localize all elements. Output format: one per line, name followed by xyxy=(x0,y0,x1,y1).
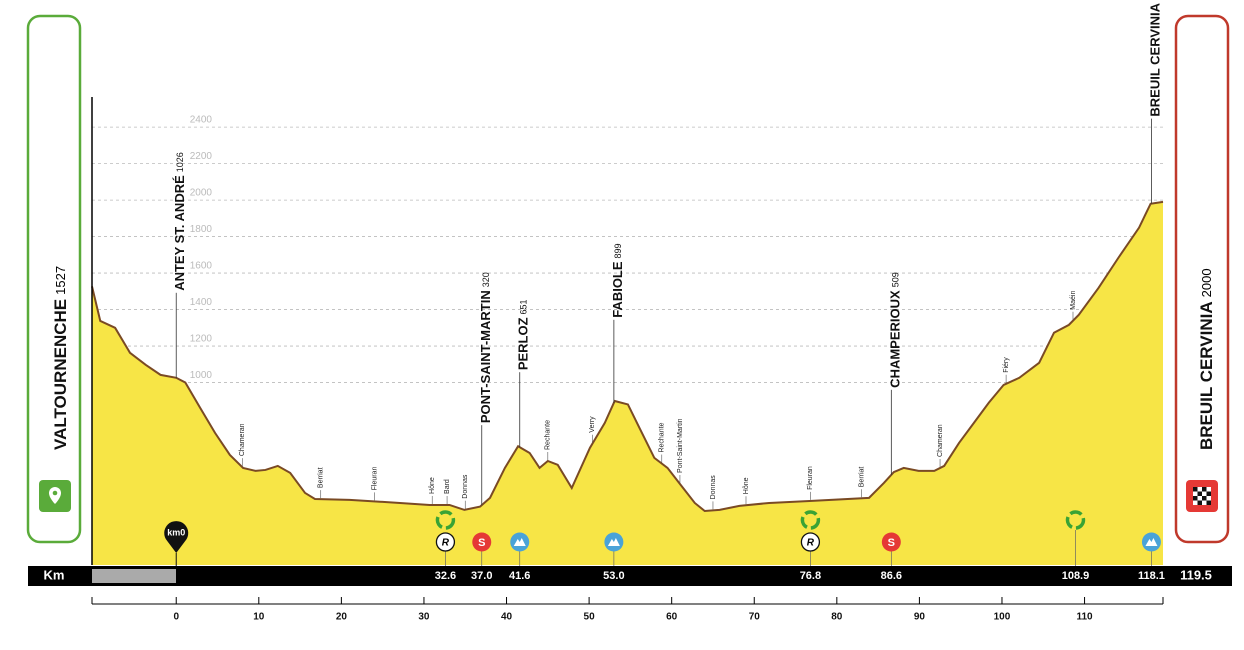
km-label: 32.6 xyxy=(435,570,456,582)
recycle-icon xyxy=(800,510,821,530)
km-label: 37.0 xyxy=(471,570,492,582)
feed-icon xyxy=(800,532,821,552)
major-place: PERLOZ 651 xyxy=(516,299,531,370)
y-tick-label: 1400 xyxy=(190,297,213,308)
total-distance: 119.5 xyxy=(1180,567,1212,582)
major-place: ANTEY ST. ANDRÉ 1026 xyxy=(173,152,188,291)
major-place: CHAMPERIOUX 509 xyxy=(888,272,903,388)
km-label: 53.0 xyxy=(603,570,624,582)
start-box xyxy=(26,14,82,544)
finish-box xyxy=(1174,14,1230,544)
x-tick-label: 10 xyxy=(253,612,265,623)
y-tick-label: 1800 xyxy=(190,224,213,235)
major-place: PONT-SAINT-MARTIN 320 xyxy=(478,272,493,423)
y-tick-label: 1600 xyxy=(190,261,213,272)
x-tick-label: 60 xyxy=(666,612,678,623)
km-label: 76.8 xyxy=(800,570,821,582)
x-tick-label: 40 xyxy=(501,612,513,623)
sprint-symbol: S xyxy=(478,537,485,549)
feed-symbol: R xyxy=(807,538,815,549)
minor-place: Maéin xyxy=(1070,291,1077,310)
minor-place: Chameran xyxy=(937,424,944,457)
x-tick-label: 70 xyxy=(749,612,761,623)
minor-place: Pont-Saint-Martin xyxy=(677,418,684,473)
km0-label: km0 xyxy=(167,527,185,537)
km-label: 108.9 xyxy=(1062,570,1090,582)
minor-place: Donnas xyxy=(462,474,469,499)
x-tick-label: 30 xyxy=(418,612,430,623)
minor-place: Rechante xyxy=(659,422,666,452)
minor-place: Bard xyxy=(444,479,451,494)
pin-icon xyxy=(49,487,61,504)
x-tick-label: 90 xyxy=(914,612,926,623)
major-name: CHAMPERIOUX xyxy=(888,290,903,388)
recycle-icon xyxy=(1065,510,1086,530)
finish-elevation: 2000 xyxy=(1199,268,1214,297)
major-name: BREUIL CERVINIA xyxy=(1148,2,1163,116)
major-name: FABIOLE xyxy=(610,261,625,318)
y-tick-label: 2000 xyxy=(190,188,213,199)
x-tick-label: 80 xyxy=(831,612,843,623)
minor-place: Fiéry xyxy=(1003,357,1010,373)
x-tick-label: 110 xyxy=(1076,612,1093,623)
minor-place: Rechante xyxy=(545,420,552,450)
minor-place: Fleuran xyxy=(807,466,814,490)
km0-pin xyxy=(164,521,189,553)
km-bar xyxy=(28,566,1232,586)
start-elevation: 1527 xyxy=(53,266,68,295)
start-name: VALTOURNENCHE xyxy=(51,299,70,450)
x-tick-label: 50 xyxy=(584,612,596,623)
y-tick-label: 2200 xyxy=(190,151,213,162)
y-tick-label: 1200 xyxy=(190,334,213,345)
climb-mountain xyxy=(1145,538,1158,546)
km-label: 41.6 xyxy=(509,570,530,582)
climb-mountain xyxy=(607,538,620,546)
start-label: VALTOURNENCHE 1527 xyxy=(51,266,70,450)
x-tick-label: 20 xyxy=(336,612,348,623)
recycle-icon xyxy=(435,510,456,530)
major-elevation: 651 xyxy=(519,299,529,314)
pin-dot xyxy=(52,490,58,496)
minor-place: Donnas xyxy=(710,475,717,500)
km-label: 118.1 xyxy=(1138,570,1165,582)
profile-line xyxy=(91,200,1164,513)
major-place: FABIOLE 899 xyxy=(610,243,625,317)
minor-place: Hône xyxy=(429,477,436,494)
y-tick-label: 2400 xyxy=(190,115,213,126)
minor-place: Berriat xyxy=(318,467,325,488)
flag-checks xyxy=(1193,487,1211,505)
feed-icon xyxy=(435,532,456,552)
km-neutral xyxy=(92,569,176,583)
minor-place: Berriat xyxy=(858,467,865,488)
x-tick-label: 100 xyxy=(994,612,1011,623)
major-elevation: 509 xyxy=(891,272,901,287)
feed-symbol: R xyxy=(442,538,450,549)
major-name: PONT-SAINT-MARTIN xyxy=(478,290,493,423)
finish-label: BREUIL CERVINIA 2000 xyxy=(1197,268,1216,450)
finish-name: BREUIL CERVINIA xyxy=(1197,301,1216,450)
major-elevation: 1026 xyxy=(176,152,186,172)
minor-place: Hône xyxy=(743,477,750,494)
minor-place: Verry xyxy=(589,416,596,433)
km-label: 86.6 xyxy=(881,570,902,582)
sprint-icon xyxy=(472,532,492,552)
sprint-symbol: S xyxy=(888,537,895,549)
sprint-icon xyxy=(881,532,901,552)
flag-icon xyxy=(1193,487,1211,505)
major-elevation: 899 xyxy=(613,243,623,258)
climb-mountain xyxy=(513,538,526,546)
minor-place: Chameran xyxy=(239,423,246,456)
major-place: BREUIL CERVINIA1980 xyxy=(1148,0,1163,117)
profile-area xyxy=(92,201,1163,565)
major-name: ANTEY ST. ANDRÉ xyxy=(173,175,188,291)
major-elevation: 320 xyxy=(481,272,491,287)
minor-place: Fleuran xyxy=(371,467,378,491)
x-tick-label: 0 xyxy=(173,612,179,623)
major-name: PERLOZ xyxy=(516,317,531,370)
x-axis-label: Km xyxy=(44,567,65,582)
flag xyxy=(1193,487,1211,505)
y-tick-label: 1000 xyxy=(190,370,213,381)
